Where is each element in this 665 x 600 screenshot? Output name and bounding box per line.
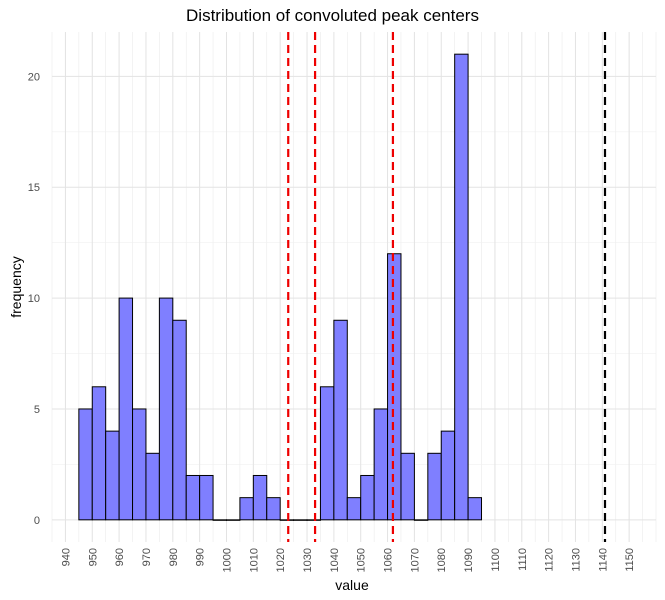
x-tick-label: 1100 xyxy=(490,548,502,572)
bars-layer xyxy=(78,53,483,521)
histogram-bar xyxy=(132,408,147,521)
histogram-bar xyxy=(239,497,254,521)
histogram-bar xyxy=(158,297,174,521)
histogram-bar xyxy=(400,452,415,521)
x-tick-label: 990 xyxy=(195,548,207,566)
tick-labels: 0 5 10 15 20 940 950 960 970 980 990 1000 1010 1020 10… xyxy=(28,71,636,572)
histogram-bar xyxy=(387,253,402,521)
histogram-bar xyxy=(413,519,429,521)
x-tick-label: 950 xyxy=(87,548,99,566)
histogram-bar xyxy=(212,519,227,521)
histogram-bar xyxy=(145,452,160,521)
histogram-bar xyxy=(78,408,93,521)
histogram-bar xyxy=(346,497,362,521)
histogram-bar xyxy=(306,519,321,521)
histogram-bar xyxy=(118,297,134,521)
histogram-bar xyxy=(91,386,107,521)
y-tick-label: 15 xyxy=(28,182,40,194)
histogram-bar xyxy=(252,474,268,521)
histogram-bar xyxy=(293,519,308,521)
histogram-bar xyxy=(185,474,201,521)
histogram-bar xyxy=(360,474,375,521)
histogram-bar xyxy=(279,519,295,521)
x-tick-label: 1130 xyxy=(570,548,582,572)
histogram-bar xyxy=(172,319,187,521)
x-tick-label: 1030 xyxy=(302,548,314,572)
y-tick-label: 5 xyxy=(34,404,40,416)
y-tick-label: 10 xyxy=(28,293,40,305)
x-tick-label: 1080 xyxy=(436,548,448,572)
histogram-bar xyxy=(467,497,483,521)
x-tick-label: 980 xyxy=(168,548,180,566)
histogram-bar xyxy=(319,386,335,521)
x-tick-label: 1140 xyxy=(597,548,609,572)
x-tick-label: 1120 xyxy=(544,548,556,572)
x-tick-label: 1150 xyxy=(624,548,636,572)
x-tick-label: 940 xyxy=(60,548,72,566)
x-tick-label: 1090 xyxy=(463,548,475,572)
x-axis-label: value xyxy=(335,577,369,593)
y-tick-label: 0 xyxy=(34,515,40,527)
histogram-bar xyxy=(266,497,281,521)
histogram-bar xyxy=(105,430,120,521)
y-tick-label: 20 xyxy=(28,71,40,83)
x-tick-label: 1060 xyxy=(383,548,395,572)
x-tick-label: 1010 xyxy=(248,548,260,572)
x-tick-label: 960 xyxy=(114,548,126,566)
histogram-bar xyxy=(199,474,214,521)
histogram-bar xyxy=(427,452,442,521)
histogram-bar xyxy=(333,319,348,521)
reference-lines xyxy=(287,32,607,542)
x-tick-label: 1070 xyxy=(409,548,421,572)
x-tick-label: 1110 xyxy=(517,548,529,571)
chart-title: Distribution of convoluted peak centers xyxy=(186,6,479,25)
x-tick-label: 1000 xyxy=(221,548,233,572)
histogram-bar xyxy=(225,519,241,521)
x-tick-label: 970 xyxy=(141,548,153,566)
histogram-bar xyxy=(440,430,456,521)
x-tick-label: 1040 xyxy=(329,548,341,572)
histogram-bar xyxy=(454,53,469,521)
histogram-bar xyxy=(373,408,389,521)
x-tick-label: 1050 xyxy=(356,548,368,572)
x-tick-label: 1020 xyxy=(275,548,287,572)
